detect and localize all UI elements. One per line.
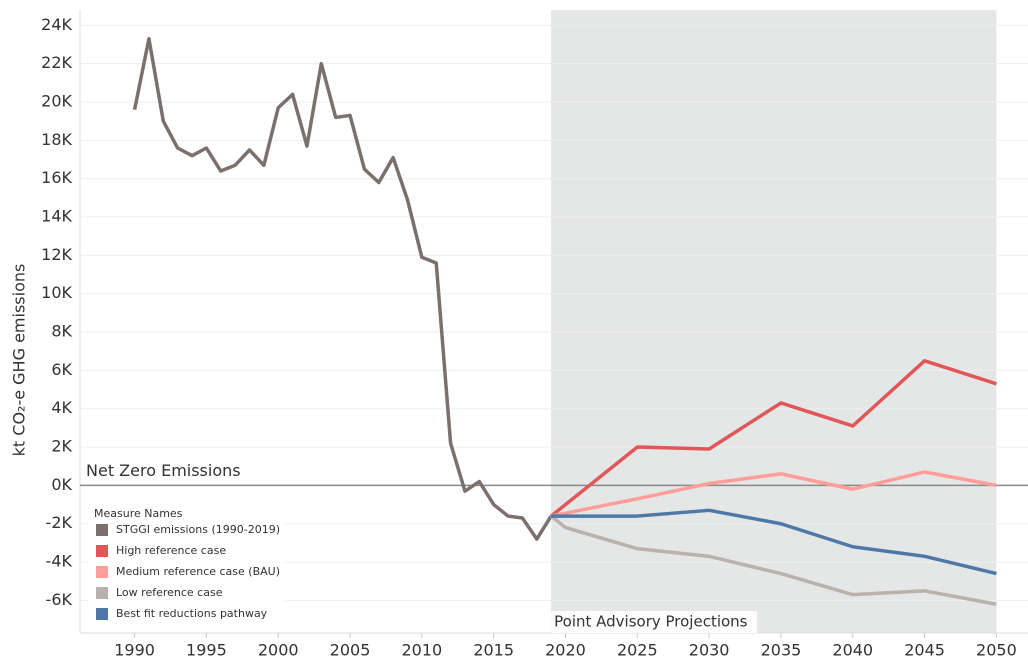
x-tick-label: 1990 — [114, 641, 155, 660]
legend-label: Medium reference case (BAU) — [116, 565, 280, 578]
y-tick-label: -4K — [46, 552, 73, 571]
x-tick-label: 2030 — [689, 641, 730, 660]
series-line — [551, 508, 997, 576]
x-tick-label: 2005 — [330, 641, 371, 660]
projection-band — [551, 10, 997, 633]
x-tick-label: 2000 — [258, 641, 299, 660]
series-line — [132, 37, 553, 541]
y-tick-label: 16K — [41, 168, 72, 187]
reference-label: Net Zero Emissions — [86, 461, 241, 480]
x-tick-label: 2045 — [904, 641, 945, 660]
y-tick-label: 6K — [51, 360, 72, 379]
y-tick-label: 22K — [41, 53, 72, 72]
x-tick-label: 2020 — [545, 641, 586, 660]
y-tick-label: -2K — [46, 513, 73, 532]
legend-label: Low reference case — [116, 586, 223, 599]
y-tick-label: 4K — [51, 398, 72, 417]
legend-swatch — [96, 587, 108, 599]
legend-swatch — [96, 545, 108, 557]
y-tick-label: 12K — [41, 245, 72, 264]
x-tick-label: 1995 — [186, 641, 227, 660]
legend-swatch — [96, 524, 108, 536]
band-label-bg — [551, 611, 758, 633]
y-tick-label: 10K — [41, 283, 72, 302]
y-tick-label: 14K — [41, 207, 72, 226]
x-tick-label: 2015 — [473, 641, 514, 660]
x-tick-label: 2025 — [617, 641, 658, 660]
y-tick-label: 8K — [51, 322, 72, 341]
legend-label: Best fit reductions pathway — [116, 607, 268, 620]
y-tick-label: -6K — [46, 590, 73, 609]
x-tick-label: 2040 — [832, 641, 873, 660]
x-tick-label: 2010 — [401, 641, 442, 660]
y-axis-label: kt CO₂-e GHG emissions — [10, 264, 29, 457]
legend-bg — [88, 505, 286, 625]
x-tick-label: 2050 — [976, 641, 1017, 660]
series-line — [550, 359, 997, 518]
y-tick-label: 0K — [51, 475, 72, 494]
series-line — [550, 514, 997, 606]
legend-swatch — [96, 608, 108, 620]
x-tick-label: 2035 — [761, 641, 802, 660]
legend-label: STGGI emissions (1990-2019) — [116, 523, 280, 536]
y-tick-label: 20K — [41, 92, 72, 111]
y-tick-label: 24K — [41, 15, 72, 34]
legend-swatch — [96, 566, 108, 578]
band-label: Point Advisory Projections — [554, 613, 748, 631]
legend-title: Measure Names — [94, 507, 183, 520]
legend-label: High reference case — [116, 544, 226, 557]
series-line — [550, 470, 997, 518]
y-tick-label: 2K — [51, 437, 72, 456]
y-tick-label: 18K — [41, 130, 72, 149]
